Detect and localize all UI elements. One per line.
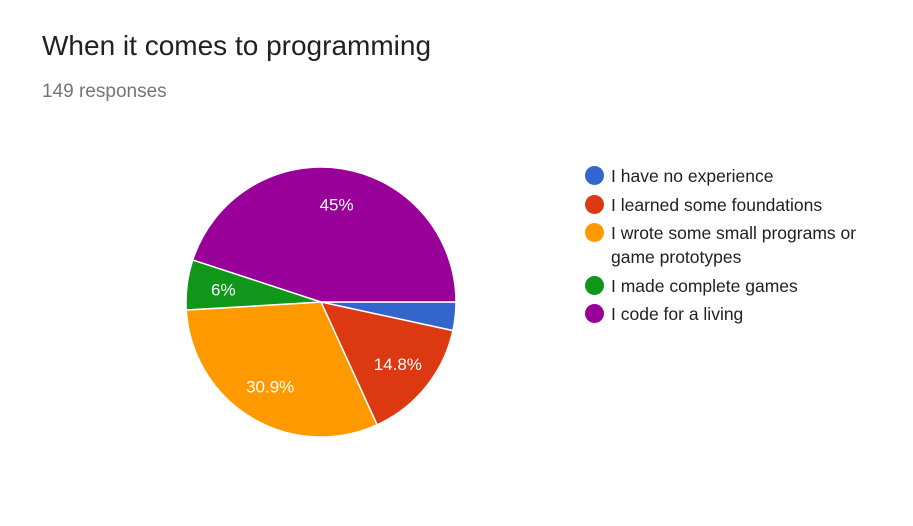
page-title: When it comes to programming [42, 30, 432, 61]
legend-swatch-1 [585, 194, 604, 214]
legend-swatch-4 [585, 304, 604, 323]
legend-label-1: I learned some foundations [611, 194, 823, 215]
legend-label-3: I made complete games [611, 275, 798, 296]
pie-slice-label-3: 6% [211, 280, 236, 299]
pie-slice-1[interactable] [319, 300, 454, 426]
legend-swatch-3 [585, 275, 604, 295]
legend-item-4[interactable]: I code for a living [585, 302, 885, 326]
legend-item-0[interactable]: I have no experience [585, 164, 885, 188]
pie-slice-label-2: 30.9% [246, 378, 294, 397]
pie-slice-label-1: 14.8% [374, 355, 422, 374]
chart-legend: I have no experience I learned some found… [585, 164, 885, 331]
pie-slices [185, 166, 457, 438]
legend-label-0: I have no experience [611, 166, 774, 186]
legend-item-1[interactable]: I learned some foundations [585, 193, 885, 217]
legend-item-2[interactable]: I wrote some small programs or game prot… [585, 221, 885, 269]
pie-slice-2[interactable] [185, 301, 379, 438]
legend-label-2: I wrote some small programs or game prot… [611, 223, 857, 267]
pie-labels: 14.8% 30.9% 6% 45% [211, 196, 422, 397]
pie-slice-label-4: 45% [320, 196, 354, 215]
legend-swatch-0 [585, 166, 604, 185]
response-count: 149 responses [42, 81, 167, 102]
legend-item-3[interactable]: I made complete games [585, 274, 885, 298]
legend-label-4: I code for a living [611, 304, 744, 324]
pie-slice-4[interactable] [191, 166, 457, 303]
legend-swatch-2 [585, 223, 604, 242]
